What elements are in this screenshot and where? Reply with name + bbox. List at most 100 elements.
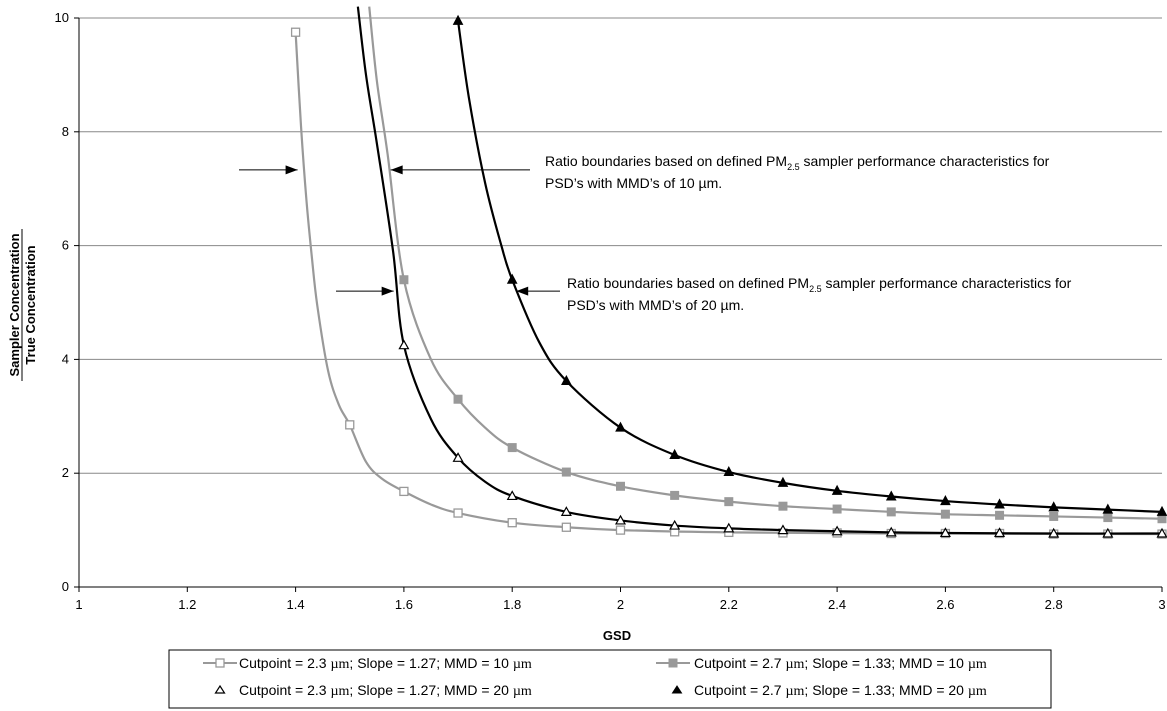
data-point [994, 498, 1005, 509]
data-point [1048, 501, 1060, 512]
data-point [940, 495, 951, 506]
y-axis-title-denominator: True Concentration [23, 245, 38, 364]
annotation-arrow-right-20 [516, 286, 560, 296]
data-point [398, 339, 410, 350]
data-point [1048, 527, 1060, 538]
data-point [1103, 513, 1113, 523]
y-tick-label: 2 [62, 465, 69, 480]
data-point [777, 524, 789, 535]
data-point [670, 490, 680, 500]
data-point [994, 527, 1006, 538]
data-point [345, 420, 355, 430]
data-point [506, 273, 518, 284]
data-point [507, 518, 517, 528]
x-tick-label: 2.2 [720, 597, 738, 612]
data-point [290, 27, 301, 37]
data-point [940, 509, 950, 519]
series-2-line [356, 6, 1163, 535]
data-point [452, 452, 464, 462]
legend-label-1: Cutpoint = 2.7 µm; Slope = 1.33; MMD = 1… [694, 655, 987, 672]
legend-label-0: Cutpoint = 2.3 µm; Slope = 1.27; MMD = 1… [239, 655, 532, 672]
annotation-arrow-left-10 [239, 165, 298, 175]
data-point [723, 522, 735, 533]
x-tick-label: 2.8 [1045, 597, 1063, 612]
data-point [1102, 503, 1114, 514]
legend-box [168, 649, 1052, 709]
data-point [831, 484, 843, 495]
data-point [995, 510, 1005, 520]
data-point [1156, 527, 1167, 538]
data-point [452, 14, 464, 25]
series-3 [452, 14, 1167, 516]
x-tick-label: 2.6 [936, 597, 954, 612]
x-tick-label: 2.4 [828, 597, 846, 612]
legend: Cutpoint = 2.3 µm; Slope = 1.27; MMD = 1… [168, 649, 1052, 709]
x-tick-label: 3 [1158, 597, 1165, 612]
data-point [669, 519, 681, 530]
legend-label-3: Cutpoint = 2.7 µm; Slope = 1.33; MMD = 2… [694, 682, 987, 699]
annotation-mmd-10-line1: Ratio boundaries based on defined PM2.5 … [545, 153, 1050, 172]
y-tick-label: 10 [55, 10, 69, 25]
data-point [615, 421, 626, 432]
y-axis-title-numerator: Sampler Concentration [7, 233, 22, 376]
x-axis-title: GSD [603, 628, 631, 643]
y-tick-label: 0 [62, 579, 69, 594]
data-point [561, 522, 571, 532]
annotation-mmd-20: Ratio boundaries based on defined PM2.5 … [567, 275, 1072, 313]
annotation-arrow-right-10-head [390, 165, 403, 175]
series-2 [356, 6, 1167, 538]
annotation-arrow-left-10-head [285, 165, 298, 175]
data-point [399, 486, 409, 497]
data-point [1157, 514, 1167, 524]
data-point [723, 465, 735, 477]
y-tick-labels: 0 2 4 6 8 10 [55, 10, 69, 594]
series-3-line [456, 20, 1163, 513]
legend-swatch-3 [671, 685, 683, 694]
series-1 [368, 6, 1167, 524]
gridlines [74, 17, 1162, 588]
data-point [1102, 527, 1114, 538]
data-point [614, 514, 627, 525]
data-point [831, 525, 843, 536]
legend-label-2: Cutpoint = 2.3 µm; Slope = 1.27; MMD = 2… [239, 682, 532, 699]
data-point [561, 374, 572, 386]
legend-swatch-2 [214, 684, 226, 694]
pm-subscript: 2.5 [809, 284, 822, 294]
data-point [778, 501, 788, 511]
y-tick-label: 6 [62, 238, 69, 253]
data-point [669, 448, 680, 459]
x-tick-label: 1.2 [178, 597, 196, 612]
pm-subscript: 2.5 [787, 162, 800, 172]
axes [78, 18, 1163, 592]
annotation-mmd-20-line1: Ratio boundaries based on defined PM2.5 … [567, 275, 1072, 294]
x-tick-labels: 1 1.2 1.4 1.6 1.8 2 2.2 2.4 2.6 2.8 3 [75, 597, 1165, 612]
annotation-arrow-right-10 [390, 165, 530, 175]
data-point [1156, 505, 1167, 516]
data-point [507, 443, 517, 453]
x-tick-label: 2 [617, 597, 624, 612]
annotation-mmd-10: Ratio boundaries based on defined PM2.5 … [545, 153, 1050, 191]
data-point [561, 467, 571, 477]
data-point [832, 504, 842, 514]
data-point [886, 507, 896, 517]
data-point [506, 490, 518, 501]
data-point [453, 508, 463, 518]
annotations [239, 165, 560, 296]
data-point [399, 275, 409, 285]
y-tick-label: 4 [62, 351, 69, 366]
y-tick-label: 8 [62, 124, 69, 139]
annotation-mmd-10-line2: PSD’s with MMD’s of 10 µm. [545, 175, 722, 191]
x-tick-label: 1.8 [503, 597, 521, 612]
annotation-arrow-left-20-head [381, 286, 394, 296]
y-axis-title: Sampler Concentration True Concentration [7, 229, 38, 381]
annotation-mmd-20-line2: PSD’s with MMD’s of 20 µm. [567, 297, 744, 313]
data-point [939, 527, 951, 538]
x-tick-label: 1.4 [287, 597, 305, 612]
x-tick-label: 1.6 [395, 597, 413, 612]
data-point [616, 481, 625, 491]
annotation-arrow-left-20 [336, 286, 394, 296]
data-point [615, 525, 626, 535]
data-point [453, 394, 463, 404]
data-point [885, 490, 897, 501]
